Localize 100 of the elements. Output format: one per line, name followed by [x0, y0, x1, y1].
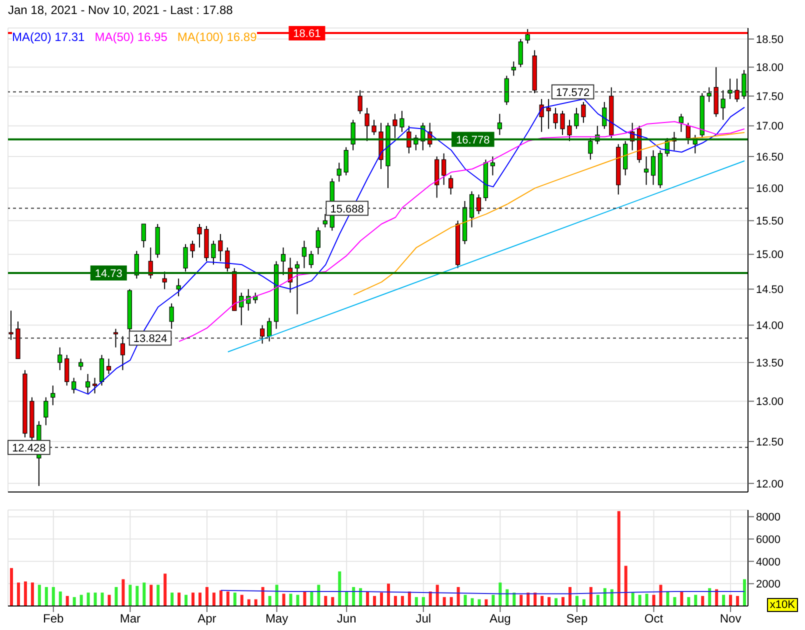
bar — [94, 592, 97, 606]
bar — [184, 594, 188, 606]
candlestick — [308, 250, 314, 269]
candlestick — [92, 377, 98, 394]
bar — [205, 587, 208, 606]
bar — [478, 599, 481, 606]
bar — [380, 592, 383, 606]
bar — [156, 584, 160, 606]
candlestick — [372, 119, 376, 136]
bar — [52, 587, 55, 606]
bar — [122, 579, 125, 606]
text: MA(20) 17.31 — [12, 30, 85, 44]
bar — [86, 592, 90, 606]
candlestick — [358, 90, 362, 114]
bar — [610, 589, 614, 606]
ref-line-label: 15.688 — [330, 203, 364, 216]
candlestick — [280, 247, 286, 276]
y-tick-label: 14.50 — [756, 284, 784, 296]
y-tick-label: 16.00 — [756, 182, 784, 195]
bar — [603, 588, 606, 606]
candlestick — [497, 113, 502, 136]
bar — [198, 592, 202, 606]
bar — [72, 597, 76, 606]
bar — [80, 594, 83, 606]
bar — [554, 598, 558, 606]
bar — [575, 596, 578, 606]
candlestick — [650, 150, 656, 186]
bar — [128, 584, 132, 606]
bar — [596, 594, 600, 606]
candlestick — [728, 78, 732, 100]
bar — [729, 594, 732, 606]
x-tick-label: Aug — [489, 612, 511, 626]
candlestick — [50, 385, 56, 406]
bar — [659, 584, 662, 606]
candlestick — [169, 302, 174, 330]
candlestick — [504, 75, 509, 106]
candlestick — [190, 240, 195, 258]
bar — [178, 592, 181, 606]
bar — [498, 582, 502, 606]
bar — [66, 596, 69, 606]
candlestick — [197, 223, 202, 248]
bar — [10, 568, 13, 606]
bar — [589, 587, 592, 606]
candlestick — [58, 346, 62, 371]
candlestick — [260, 324, 265, 344]
bar — [540, 596, 544, 606]
candlestick — [442, 152, 446, 186]
x-tick-label: Apr — [198, 612, 216, 626]
bar — [562, 597, 565, 606]
bar — [275, 584, 278, 606]
x-tick-label: Mar — [120, 612, 141, 626]
candlestick — [720, 90, 726, 120]
bar — [114, 587, 118, 606]
bar — [192, 592, 195, 606]
bar — [736, 596, 740, 606]
bar — [680, 591, 684, 606]
bar — [219, 590, 222, 606]
y-tick-label: 15.50 — [756, 216, 784, 228]
candlestick — [644, 156, 649, 186]
candlestick — [448, 174, 454, 196]
ref-line-label: 14.73 — [94, 268, 122, 280]
bar — [442, 597, 446, 606]
y-tick-label: 6000 — [756, 534, 780, 546]
candlestick — [392, 113, 398, 138]
candlestick — [211, 240, 216, 266]
bar — [715, 589, 718, 606]
candlestick — [588, 137, 593, 160]
y-tick-label: 4000 — [756, 556, 780, 568]
bar — [338, 571, 342, 606]
bar — [694, 594, 698, 606]
candlestick — [176, 278, 181, 297]
text: MA(50) 16.95 — [94, 30, 168, 44]
bar — [164, 574, 167, 606]
y-tick-label: 2000 — [756, 578, 780, 591]
candlestick — [120, 336, 125, 371]
candlestick — [64, 354, 70, 386]
bar — [296, 594, 300, 606]
candlestick — [469, 190, 474, 228]
bar — [108, 594, 111, 606]
y-tick-label: 17.50 — [756, 90, 784, 103]
bar — [400, 596, 404, 606]
bar — [136, 586, 139, 606]
candlestick — [476, 194, 482, 215]
bar — [254, 599, 258, 606]
bar — [170, 592, 174, 606]
ref-line-label: 12.428 — [12, 442, 46, 454]
candlestick — [134, 250, 139, 280]
candlestick — [400, 110, 404, 132]
candlestick — [602, 101, 607, 130]
y-tick-label: 13.50 — [756, 357, 784, 370]
bar — [24, 581, 27, 606]
bar — [414, 597, 418, 606]
bar — [456, 587, 460, 606]
bar — [484, 599, 488, 606]
bar — [520, 594, 523, 606]
x-tick-label: Oct — [644, 612, 664, 626]
bar — [44, 587, 48, 606]
y-tick-label: 8000 — [756, 512, 780, 524]
candlestick — [294, 260, 300, 315]
x-tick-label: May — [265, 612, 288, 626]
